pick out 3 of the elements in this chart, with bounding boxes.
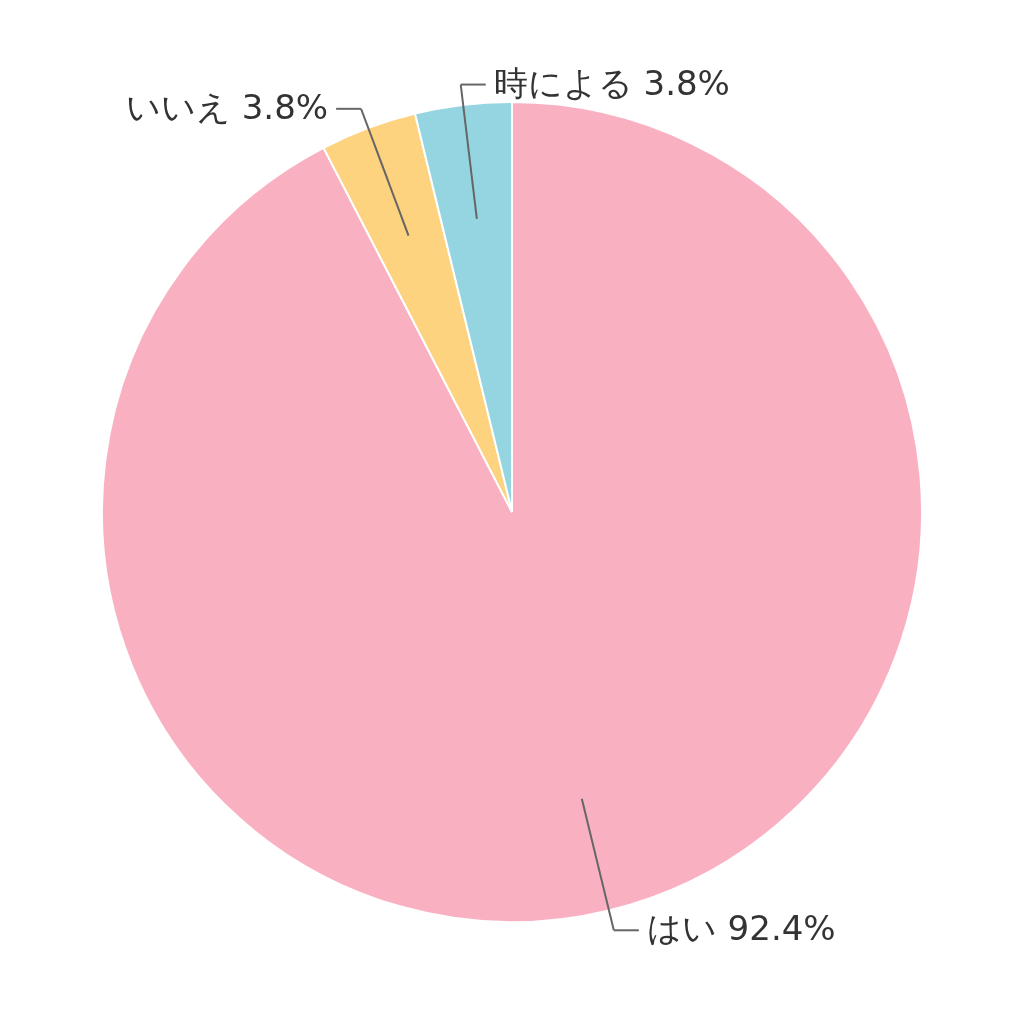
slice-label: 時による 3.8% <box>493 62 730 103</box>
slice-label: いいえ 3.8% <box>125 86 329 127</box>
slice-label: はい 92.4% <box>646 908 836 949</box>
